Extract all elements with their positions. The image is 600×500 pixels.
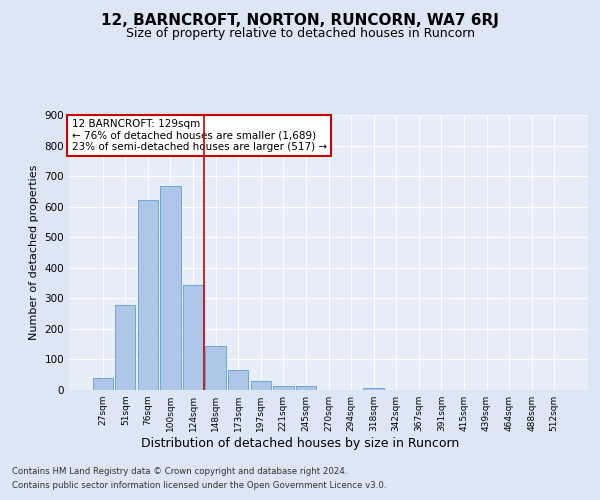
Y-axis label: Number of detached properties: Number of detached properties [29, 165, 39, 340]
Bar [273, 386, 293, 390]
Text: 12 BARNCROFT: 129sqm
← 76% of detached houses are smaller (1,689)
23% of semi-de: 12 BARNCROFT: 129sqm ← 76% of detached h… [71, 119, 327, 152]
Text: Size of property relative to detached houses in Runcorn: Size of property relative to detached ho… [125, 28, 475, 40]
Text: Contains public sector information licensed under the Open Government Licence v3: Contains public sector information licen… [12, 481, 386, 490]
Bar [228, 370, 248, 390]
Bar [138, 200, 158, 390]
Text: 12, BARNCROFT, NORTON, RUNCORN, WA7 6RJ: 12, BARNCROFT, NORTON, RUNCORN, WA7 6RJ [101, 12, 499, 28]
Bar [205, 346, 226, 390]
Bar [364, 388, 384, 390]
Bar [160, 186, 181, 390]
Bar [296, 386, 316, 390]
Bar [251, 382, 271, 390]
Bar [115, 305, 136, 390]
Text: Contains HM Land Registry data © Crown copyright and database right 2024.: Contains HM Land Registry data © Crown c… [12, 468, 347, 476]
Bar [92, 378, 113, 390]
Text: Distribution of detached houses by size in Runcorn: Distribution of detached houses by size … [141, 438, 459, 450]
Bar [183, 284, 203, 390]
